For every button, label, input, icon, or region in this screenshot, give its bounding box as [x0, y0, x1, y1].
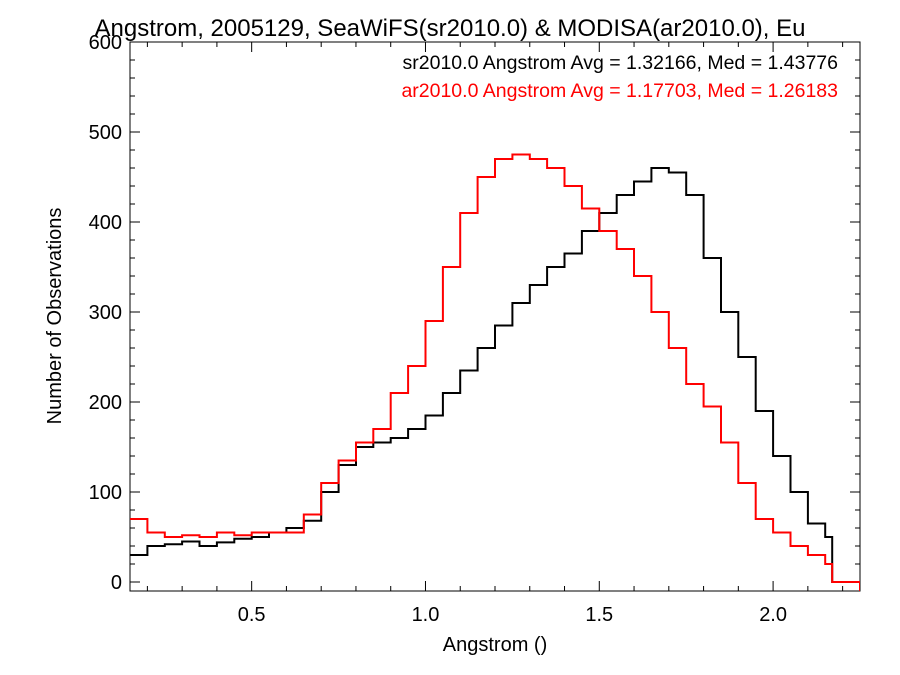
x-tick-label: 2.0 — [759, 604, 787, 626]
y-axis-label: Number of Observations — [44, 208, 66, 425]
y-tick-label: 300 — [89, 302, 122, 324]
series-layer — [130, 153, 860, 591]
y-tick-label: 100 — [89, 482, 122, 504]
y-axis-ticks: 0 100 200 300 400 500 600 — [89, 32, 860, 594]
x-axis-label: Angstrom () — [443, 634, 547, 656]
y-tick-label: 0 — [111, 572, 122, 594]
y-tick-label: 200 — [89, 392, 122, 414]
series-line-1 — [130, 167, 860, 591]
legend-entry-1: sr2010.0 Angstrom Avg = 1.32166, Med = 1… — [403, 52, 838, 74]
y-tick-label: 400 — [89, 212, 122, 234]
legend-entry-2: ar2010.0 Angstrom Avg = 1.17703, Med = 1… — [401, 80, 838, 102]
series-line-2 — [130, 153, 860, 591]
chart-title: Angstrom, 2005129, SeaWiFS(sr2010.0) & M… — [95, 15, 806, 42]
y-tick-label: 500 — [89, 122, 122, 144]
x-tick-label: 0.5 — [238, 604, 266, 626]
x-axis-ticks: 0.5 1.0 1.5 2.0 — [146, 42, 844, 626]
x-tick-label: 1.5 — [585, 604, 613, 626]
x-tick-label: 1.0 — [412, 604, 440, 626]
y-tick-label: 600 — [89, 32, 122, 54]
plot-frame — [129, 41, 861, 592]
